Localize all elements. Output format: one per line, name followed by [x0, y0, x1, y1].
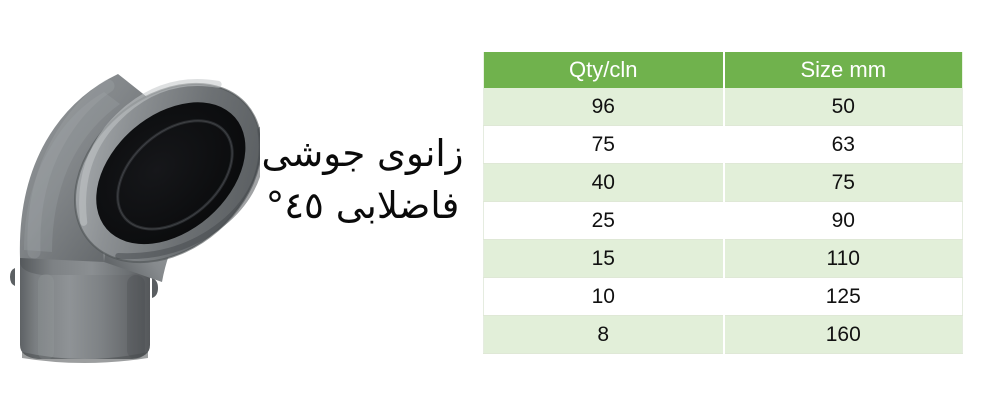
cell-qty: 40 — [483, 163, 725, 202]
spec-table-container: Qty/cln Size mm 96 50 75 63 40 75 25 90 — [483, 52, 963, 354]
spec-table-header: Qty/cln Size mm — [483, 52, 963, 88]
cell-size: 75 — [723, 163, 963, 202]
elbow-socket-mouth — [74, 78, 260, 264]
column-header-qty: Qty/cln — [483, 52, 725, 88]
cell-qty: 96 — [483, 88, 725, 126]
cell-size: 125 — [723, 277, 963, 316]
spec-table-body: 96 50 75 63 40 75 25 90 15 110 10 125 — [483, 88, 963, 354]
table-row: 40 75 — [483, 163, 963, 202]
cell-size: 160 — [723, 315, 963, 354]
cell-size: 110 — [723, 239, 963, 278]
spec-table: Qty/cln Size mm 96 50 75 63 40 75 25 90 — [483, 52, 963, 354]
table-row: 8 160 — [483, 315, 963, 354]
table-row: 15 110 — [483, 239, 963, 278]
product-image — [0, 0, 260, 400]
cell-qty: 75 — [483, 125, 725, 164]
column-header-size: Size mm — [723, 52, 963, 88]
cell-qty: 15 — [483, 239, 725, 278]
cell-qty: 25 — [483, 201, 725, 240]
cell-qty: 10 — [483, 277, 725, 316]
cell-qty: 8 — [483, 315, 725, 354]
cell-size: 90 — [723, 201, 963, 240]
product-caption: زانوی جوشی فاضلابی ٤٥° — [250, 128, 475, 232]
product-caption-line-2: فاضلابی ٤٥° — [265, 184, 460, 227]
cell-size: 50 — [723, 88, 963, 126]
product-caption-line-1: زانوی جوشی — [261, 132, 464, 175]
table-row: 10 125 — [483, 277, 963, 316]
table-row: 25 90 — [483, 201, 963, 240]
table-row: 75 63 — [483, 125, 963, 164]
cell-size: 63 — [723, 125, 963, 164]
table-row: 96 50 — [483, 88, 963, 126]
table-header-row: Qty/cln Size mm — [483, 52, 963, 88]
